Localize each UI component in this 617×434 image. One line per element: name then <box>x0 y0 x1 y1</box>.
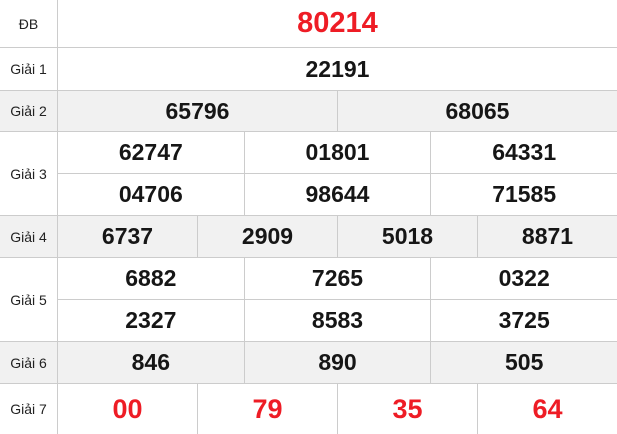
prize-row-content: 80214 <box>58 0 617 47</box>
prize-label: Giải 1 <box>0 48 58 90</box>
prize-value: 6737 <box>101 223 154 249</box>
prize-row-content: 846 890 505 <box>58 342 617 383</box>
prize-line: 846 890 505 <box>58 342 617 383</box>
prize-row-content: 62747 01801 64331 04706 98644 71585 <box>58 132 617 215</box>
prize-line: 6737 2909 5018 8871 <box>58 216 617 257</box>
prize-line: 62747 01801 64331 <box>58 132 617 173</box>
prize-label: Giải 4 <box>0 216 58 257</box>
prize-value: 890 <box>243 342 431 383</box>
prize-label: Giải 3 <box>0 132 58 215</box>
prize-value: 7265 <box>243 258 431 299</box>
prize-value: 0322 <box>430 258 617 299</box>
prize-line: 00 79 35 64 <box>58 384 617 434</box>
prize-value: 6882 <box>125 265 177 291</box>
prize-value: 35 <box>337 384 477 434</box>
prize-value: 65796 <box>165 97 230 124</box>
prize-value: 8871 <box>477 216 617 257</box>
prize-row: Giải 3 62747 01801 64331 04706 98644 71585 <box>0 132 617 216</box>
prize-row-content: 00 79 35 64 <box>58 384 617 434</box>
prize-value: 8583 <box>243 300 431 341</box>
prize-value: 79 <box>197 384 337 434</box>
prize-row: Giải 4 6737 2909 5018 8871 <box>0 216 617 258</box>
prize-row-content: 65796 68065 <box>58 91 617 131</box>
prize-value: 68065 <box>337 91 617 131</box>
prize-row-content: 22191 <box>58 48 617 90</box>
prize-value: 505 <box>430 342 617 383</box>
prize-line: 04706 98644 71585 <box>58 173 617 215</box>
prize-line: 80214 <box>58 0 617 47</box>
prize-value: 3725 <box>430 300 617 341</box>
prize-label: Giải 7 <box>0 384 58 434</box>
prize-value: 00 <box>112 393 143 424</box>
prize-line: 2327 8583 3725 <box>58 299 617 341</box>
prize-row: Giải 2 65796 68065 <box>0 91 617 132</box>
prize-line: 22191 <box>58 48 617 90</box>
prize-value: 64 <box>477 384 617 434</box>
prize-label: ĐB <box>0 0 58 47</box>
prize-label: Giải 5 <box>0 258 58 341</box>
prize-value: 71585 <box>430 174 617 215</box>
prize-value: 64331 <box>430 132 617 173</box>
prize-value: 846 <box>131 349 171 375</box>
prize-value: 5018 <box>337 216 477 257</box>
prize-row: Giải 7 00 79 35 64 <box>0 384 617 434</box>
prize-value: 2327 <box>125 307 177 333</box>
prize-value: 62747 <box>118 139 183 165</box>
prize-row: Giải 1 22191 <box>0 48 617 91</box>
prize-line: 65796 68065 <box>58 91 617 131</box>
prize-row: ĐB 80214 <box>0 0 617 48</box>
prize-value: 2909 <box>197 216 337 257</box>
prize-row-content: 6737 2909 5018 8871 <box>58 216 617 257</box>
prize-value: 22191 <box>305 55 370 82</box>
prize-line: 6882 7265 0322 <box>58 258 617 299</box>
prize-row-content: 6882 7265 0322 2327 8583 3725 <box>58 258 617 341</box>
prize-value: 80214 <box>297 7 378 39</box>
prize-label: Giải 6 <box>0 342 58 383</box>
prize-row: Giải 5 6882 7265 0322 2327 8583 3725 <box>0 258 617 342</box>
prize-value: 98644 <box>243 174 431 215</box>
prize-value: 01801 <box>243 132 431 173</box>
prize-row: Giải 6 846 890 505 <box>0 342 617 384</box>
prize-label: Giải 2 <box>0 91 58 131</box>
prize-value: 04706 <box>118 181 183 207</box>
